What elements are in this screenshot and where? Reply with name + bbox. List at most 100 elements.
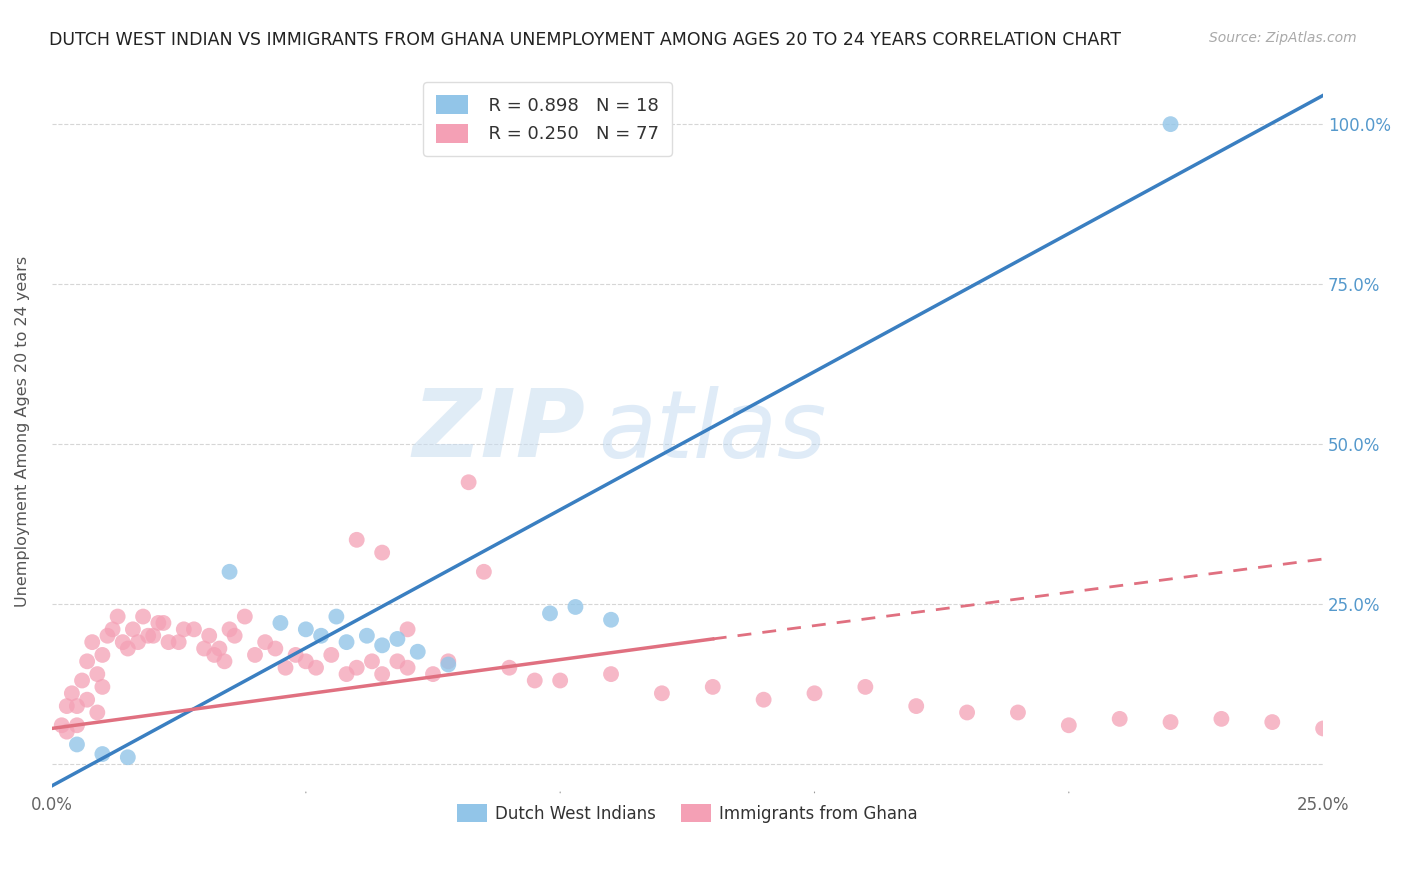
Point [295,623,318,637]
Point [346,533,368,547]
Point [600,667,623,681]
Point [148,615,170,630]
Point [142,629,165,643]
Point [752,692,775,706]
Point [1160,714,1182,729]
Point [96,629,118,643]
Point [651,686,673,700]
Point [66,699,89,714]
Point [82,635,104,649]
Point [346,661,368,675]
Point [132,609,155,624]
Point [243,648,266,662]
Y-axis label: Unemployment Among Ages 20 to 24 years: Unemployment Among Ages 20 to 24 years [15,255,30,607]
Point [214,654,236,668]
Legend: Dutch West Indians, Immigrants from Ghana: Dutch West Indians, Immigrants from Ghan… [446,793,929,835]
Point [396,661,419,675]
Point [1312,722,1334,736]
Point [76,654,98,668]
Text: ZIP: ZIP [413,385,586,477]
Point [406,645,429,659]
Point [1057,718,1080,732]
Point [538,607,561,621]
Point [111,635,134,649]
Point [136,629,159,643]
Point [472,565,495,579]
Point [564,599,586,614]
Point [361,654,384,668]
Point [269,615,291,630]
Point [702,680,724,694]
Point [167,635,190,649]
Point [157,635,180,649]
Point [1160,117,1182,131]
Point [56,724,79,739]
Point [91,747,114,761]
Point [457,475,479,490]
Point [956,706,979,720]
Point [387,654,409,668]
Point [233,609,256,624]
Point [371,546,394,560]
Point [117,750,139,764]
Point [91,680,114,694]
Text: DUTCH WEST INDIAN VS IMMIGRANTS FROM GHANA UNEMPLOYMENT AMONG AGES 20 TO 24 YEAR: DUTCH WEST INDIAN VS IMMIGRANTS FROM GHA… [49,31,1121,49]
Point [86,667,108,681]
Point [325,609,347,624]
Point [309,629,332,643]
Point [274,661,297,675]
Point [60,686,83,700]
Point [70,673,93,688]
Point [76,692,98,706]
Point [1261,714,1284,729]
Point [498,661,520,675]
Point [335,667,357,681]
Point [127,635,149,649]
Point [371,667,394,681]
Point [600,613,623,627]
Point [437,657,460,672]
Point [356,629,378,643]
Point [183,623,205,637]
Point [173,623,195,637]
Point [437,654,460,668]
Point [51,718,73,732]
Point [371,638,394,652]
Point [1211,712,1233,726]
Point [224,629,246,643]
Point [152,615,174,630]
Point [117,641,139,656]
Point [422,667,444,681]
Text: atlas: atlas [599,385,827,476]
Point [387,632,409,646]
Point [254,635,277,649]
Point [1108,712,1130,726]
Point [396,623,419,637]
Point [305,661,328,675]
Point [523,673,546,688]
Point [101,623,124,637]
Point [905,699,928,714]
Point [198,629,221,643]
Point [202,648,225,662]
Point [853,680,876,694]
Point [803,686,825,700]
Point [335,635,357,649]
Point [86,706,108,720]
Point [321,648,343,662]
Point [218,565,240,579]
Point [208,641,231,656]
Point [284,648,307,662]
Point [56,699,79,714]
Point [1007,706,1029,720]
Point [66,718,89,732]
Point [264,641,287,656]
Point [122,623,145,637]
Point [218,623,240,637]
Point [91,648,114,662]
Point [107,609,129,624]
Point [548,673,571,688]
Text: Source: ZipAtlas.com: Source: ZipAtlas.com [1209,31,1357,45]
Point [66,738,89,752]
Point [295,654,318,668]
